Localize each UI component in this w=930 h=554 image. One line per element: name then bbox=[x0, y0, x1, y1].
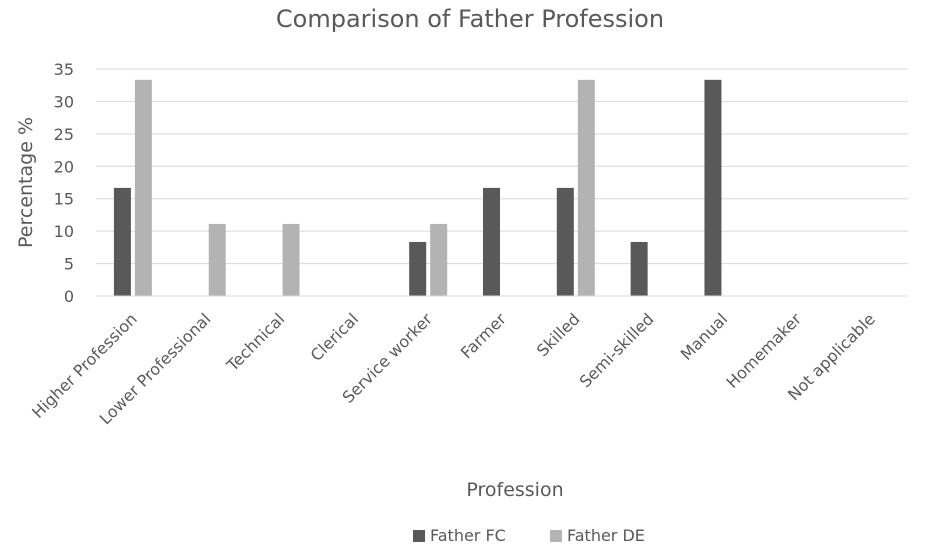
bar-series-2 bbox=[430, 223, 448, 296]
x-axis-title: Profession bbox=[466, 479, 563, 501]
bar-series-1 bbox=[409, 241, 427, 296]
x-tick-label: Homemaker bbox=[723, 309, 806, 392]
x-tick-label: Semi-skilled bbox=[576, 309, 658, 391]
legend-item: Father DE bbox=[550, 526, 645, 545]
x-tick-label: Skilled bbox=[533, 309, 584, 360]
y-tick-label: 0 bbox=[64, 287, 74, 306]
legend-swatch bbox=[413, 530, 425, 542]
legend: Father FC Father DE bbox=[413, 526, 645, 545]
y-tick-label: 5 bbox=[64, 255, 74, 274]
bar-series-1 bbox=[630, 241, 648, 296]
bar-series-1 bbox=[556, 187, 574, 296]
bar-series-1 bbox=[483, 187, 500, 296]
bar-series-2 bbox=[577, 79, 595, 296]
y-axis-ticks: 0 5 10 15 20 25 30 35 bbox=[54, 60, 74, 306]
y-tick-label: 35 bbox=[54, 60, 74, 79]
legend-swatch bbox=[550, 530, 562, 542]
bar-series-2 bbox=[134, 79, 152, 296]
legend-label: Father DE bbox=[567, 526, 645, 545]
y-axis-title: Percentage % bbox=[15, 117, 37, 248]
bar-series-2 bbox=[282, 223, 300, 296]
bar-series-2 bbox=[208, 223, 226, 296]
bar-series-1 bbox=[704, 79, 722, 296]
bar-series-1 bbox=[113, 187, 131, 296]
y-tick-label: 30 bbox=[54, 92, 74, 111]
x-tick-label: Farmer bbox=[457, 309, 510, 362]
x-tick-label: Technical bbox=[222, 309, 288, 375]
chart-title: Comparison of Father Profession bbox=[276, 5, 664, 33]
legend-item: Father FC bbox=[413, 526, 506, 545]
y-tick-label: 25 bbox=[54, 125, 74, 144]
x-tick-label: Clerical bbox=[307, 309, 363, 365]
y-tick-label: 15 bbox=[54, 190, 74, 209]
bars bbox=[113, 79, 722, 296]
x-tick-label: Manual bbox=[677, 309, 732, 364]
legend-label: Father FC bbox=[430, 526, 506, 545]
y-tick-label: 10 bbox=[54, 222, 74, 241]
gridlines bbox=[96, 68, 908, 265]
y-tick-label: 20 bbox=[54, 157, 74, 176]
